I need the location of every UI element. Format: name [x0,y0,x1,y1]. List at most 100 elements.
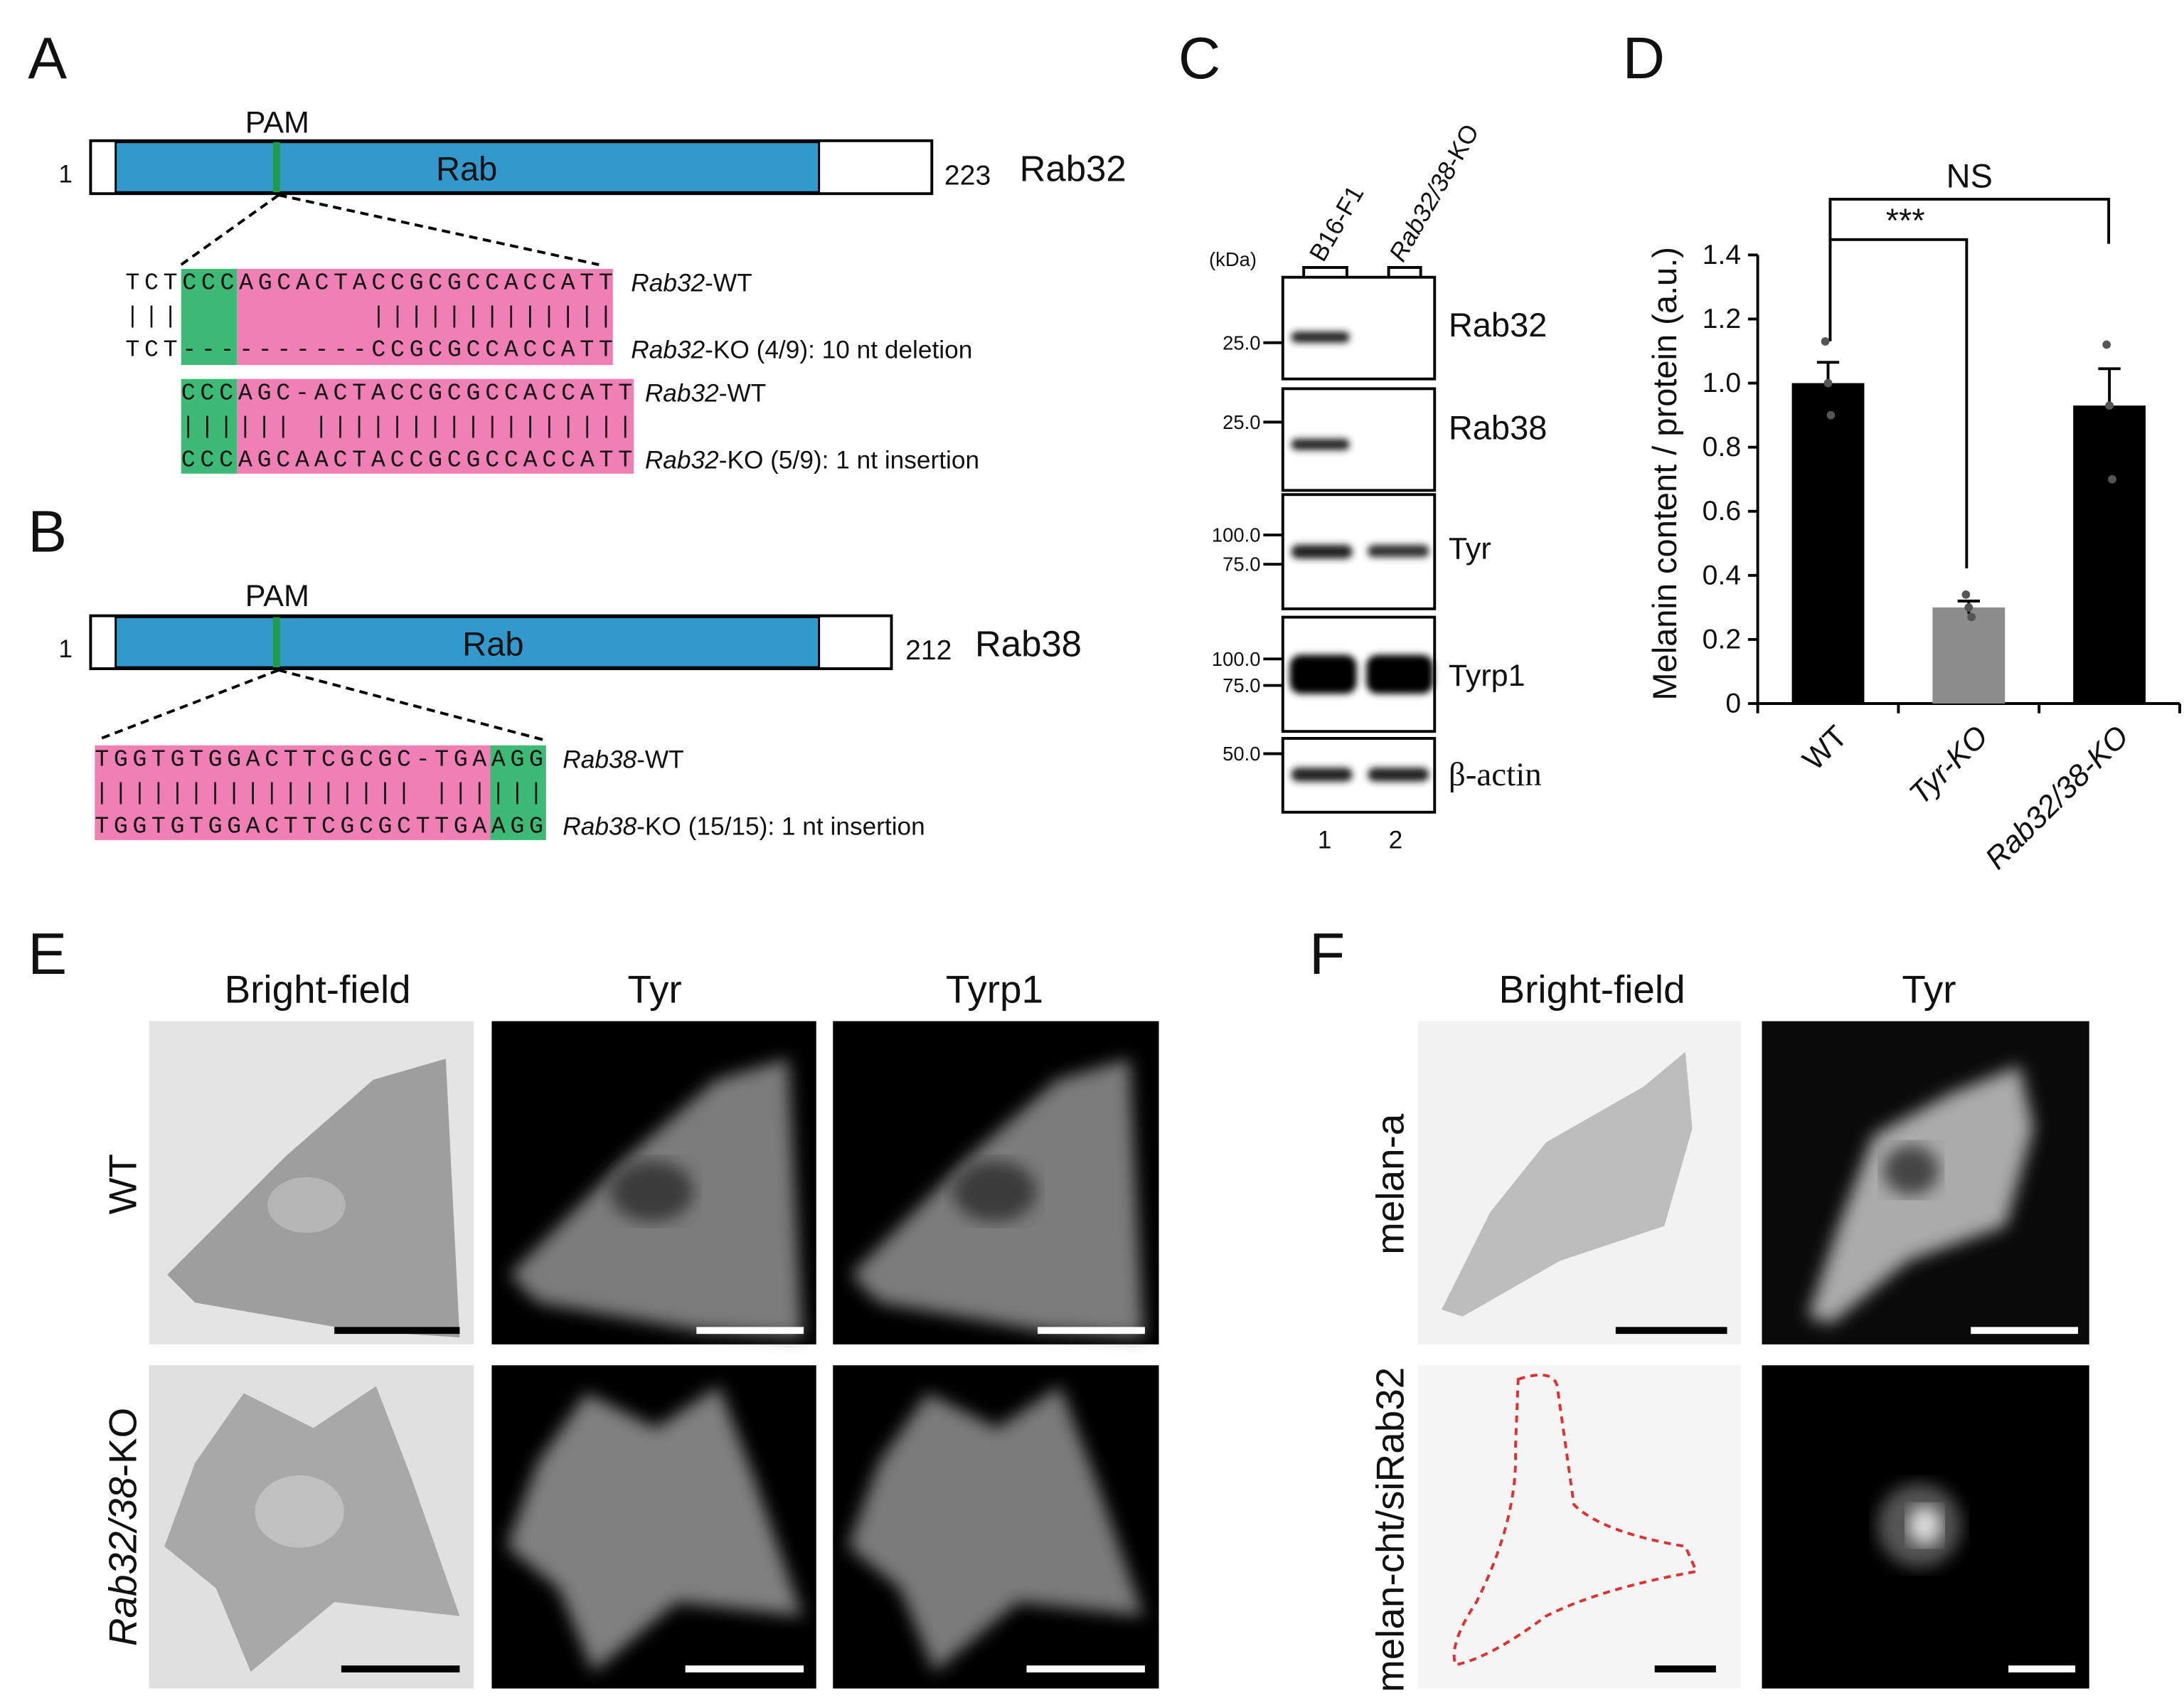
micrograph [1762,1021,2089,1344]
micrograph [1417,1021,1742,1344]
gene: Rab38 [563,746,636,773]
pam-label: PAM [245,579,309,613]
panel-b: B PAM Rab 1 212 Rab38 TGGTGTGGACTTCGCGC-… [28,500,1082,840]
guide-highlight [237,378,634,474]
column-header: Tyr [1902,967,1956,1011]
zoom-line [97,669,279,741]
seq-label: Rab38-WT [563,746,683,773]
panel-a: A PAM Rab 1 223 Rab32 TCTCCCAGCACTACCGCG… [28,26,1126,474]
marker-label: 25.0 [1222,411,1260,433]
zoom-line [278,669,544,741]
row-label: Rab32/38-KO [100,1408,144,1646]
blot-label: Rab32 [1449,306,1547,344]
suffix: -KO (5/9): 1 nt insertion [719,446,979,474]
lane-label: B16-F1 [1304,181,1370,266]
micrograph [491,1365,816,1689]
row-label: melan-a [1368,1113,1412,1255]
micrograph [149,1365,474,1689]
x-tick-label: WT [1796,719,1854,777]
y-tick-label: 0.6 [1703,496,1741,526]
column-header: Tyrp1 [946,967,1043,1011]
data-point [1823,378,1833,388]
suffix: -WT [636,746,684,773]
data-point [1964,603,1973,612]
marker-label: 100.0 [1212,648,1261,670]
y-tick-label: 0.2 [1703,624,1741,654]
blot [1281,275,1437,814]
guide-highlight [237,268,613,366]
y-tick-label: 1.4 [1703,240,1741,270]
micrograph [1762,1365,2089,1689]
y-tick-label: 1.2 [1703,304,1741,334]
panel-label: F [1309,922,1345,987]
marker-label: 75.0 [1222,553,1260,575]
gene: Rab38 [563,812,636,840]
seq-label: Rab32-WT [631,269,752,297]
significance-bracket [1828,238,1969,569]
blot-label: Tyrp1 [1449,659,1525,693]
micrograph [833,1021,1159,1344]
seq-label: Rab32-WT [645,379,766,407]
gene: Rab32 [645,446,719,474]
column-header: Tyr [627,967,681,1011]
gene: Rab32 [645,379,719,407]
data-point [2105,401,2114,410]
marker-label: 25.0 [1222,331,1260,354]
suffix: -KO [100,1408,144,1477]
row-label: WT [100,1154,144,1214]
data-point [1961,590,1971,599]
pam-site [272,617,280,668]
x-tick-label: Rab32/38-KO [1978,719,2135,876]
y-tick-label: 0.8 [1703,432,1741,462]
panel-label: D [1623,26,1665,91]
marker-ticks [1263,341,1283,755]
pam-highlight [181,268,238,366]
end-label: 223 [944,160,991,191]
bar [2073,405,2146,704]
domain-label: Rab [436,149,497,187]
pam-site [272,142,280,193]
y-axis-label: Melanin content / protein (a.u.) [1646,247,1683,700]
micrograph [1417,1365,1742,1689]
column-header: Bright-field [225,967,411,1011]
start-label: 1 [58,160,73,188]
row-label: melan-cht/siRab32 [1368,1367,1412,1692]
data-point [1826,410,1836,420]
blot-label: Rab38 [1449,409,1547,447]
panel-label: B [28,500,67,565]
significance-label: *** [1886,201,1925,239]
gene: Rab32 [631,336,705,364]
suffix: -KO (4/9): 10 nt deletion [705,336,972,364]
marker-label: 75.0 [1222,674,1260,696]
zoom-line [278,193,600,267]
bar [1791,383,1865,704]
pam-highlight [490,745,546,840]
guide-highlight [95,745,491,840]
gene: Rab32/38 [1384,158,1462,266]
marker-label: 100.0 [1212,524,1261,546]
data-point [2102,340,2111,349]
protein-label: Rab32 [1020,148,1126,189]
lane-bracket [1302,266,1422,277]
domain-label: Rab [462,625,523,662]
end-label: 212 [905,635,952,666]
rab-domain [114,141,821,193]
y-tick-label: 0 [1725,688,1741,718]
lane-number: 2 [1389,826,1403,854]
significance-bracket [1828,198,2111,341]
suffix: -KO (15/15): 1 nt insertion [636,812,925,840]
gene: Rab32 [631,269,705,297]
pam-highlight [181,378,238,474]
panel-label: E [28,922,67,987]
protein-label: Rab38 [975,623,1082,664]
gene: Rab32/38 [100,1477,144,1646]
significance-label: NS [1946,157,1993,194]
blot-label: β-actin [1449,756,1542,793]
rab-domain [114,616,821,669]
zoom-line [180,193,279,266]
panel-c: C (kDa) B16-F1 Rab32/38-KO 25.0 25.0 100… [1178,26,1547,854]
seq-label: Rab32-KO (4/9): 10 nt deletion [631,336,972,364]
lane-label: Rab32/38-KO [1384,120,1485,266]
marker-label: 50.0 [1222,743,1260,765]
